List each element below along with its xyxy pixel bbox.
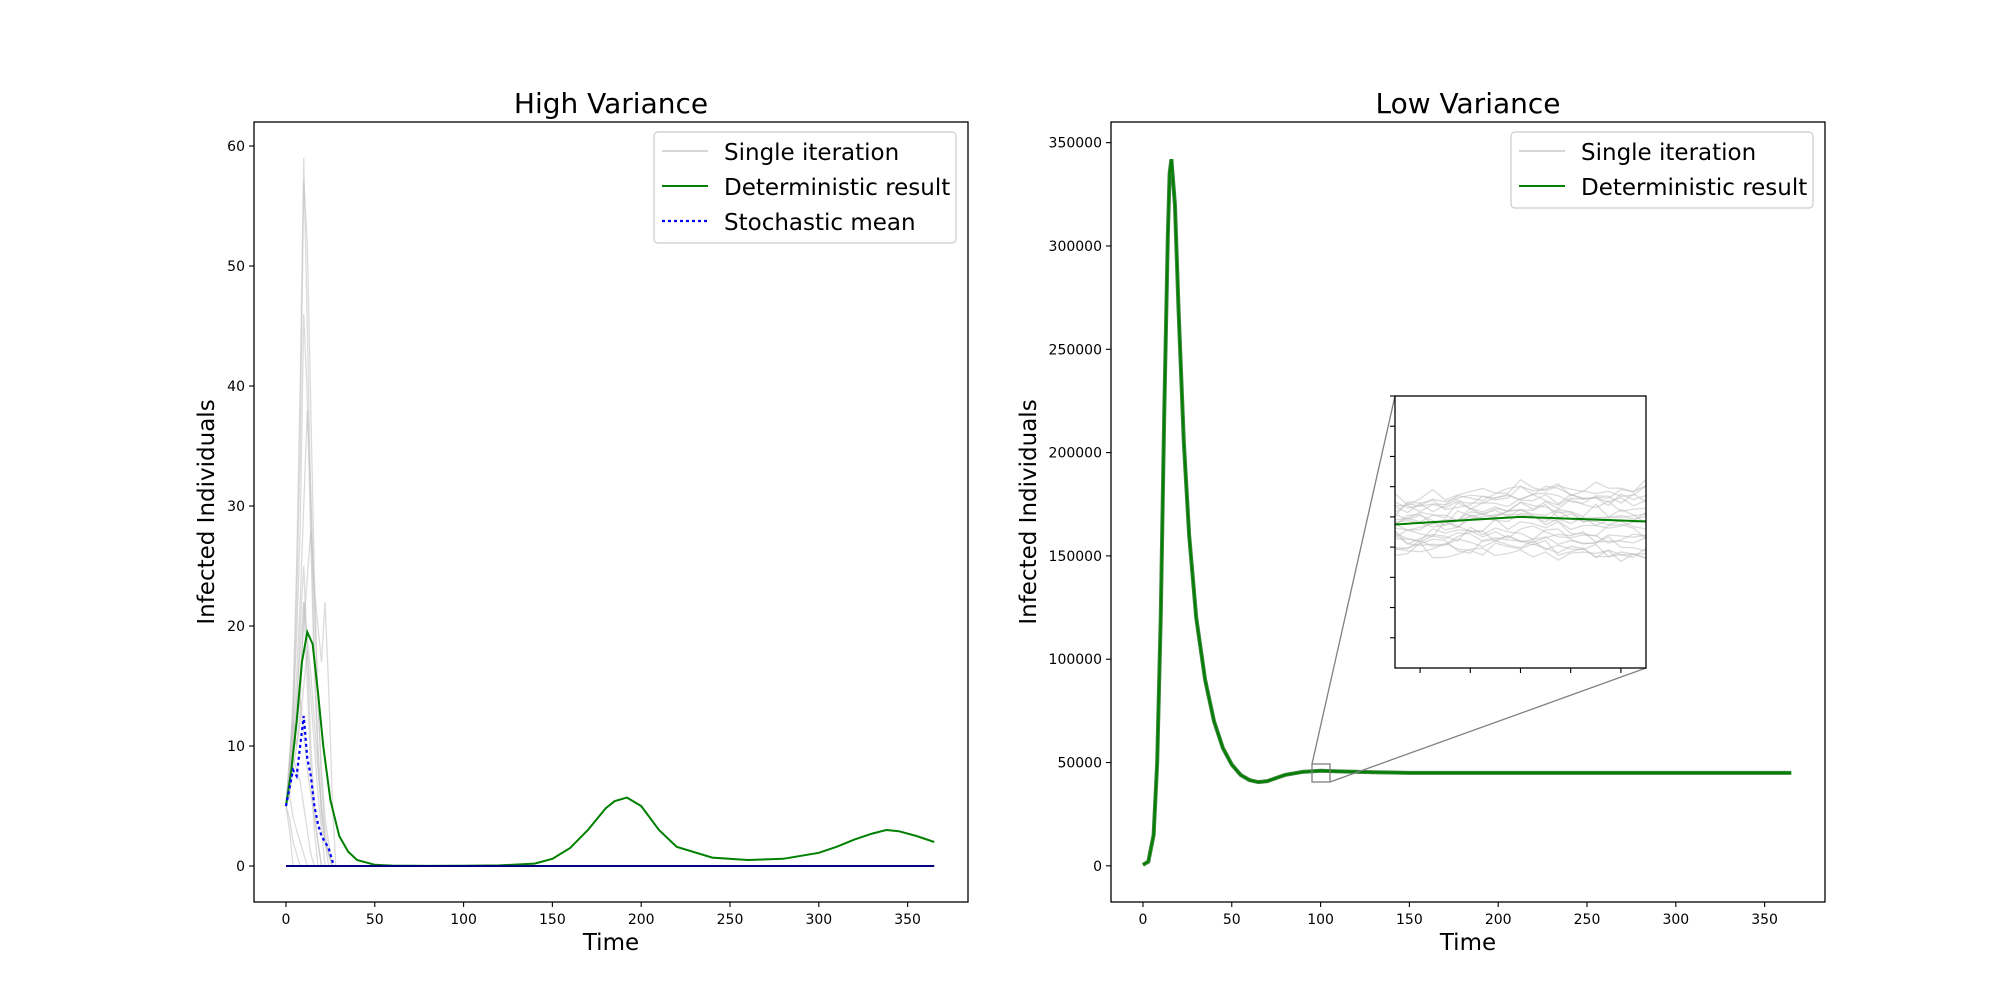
y-tick-label: 200000 [1049, 446, 1102, 462]
chart-title: High Variance [514, 87, 708, 120]
x-tick-label: 200 [628, 912, 655, 928]
x-tick-label: 150 [1396, 912, 1423, 928]
series-lines [1141, 158, 1792, 867]
y-axis-ticks: 0 10 20 30 40 50 60 [227, 139, 254, 875]
inset-single-iteration-line [1395, 493, 1646, 514]
series-lines [284, 628, 935, 867]
y-tick-label: 10 [227, 739, 245, 755]
single-iteration-line [285, 805, 294, 867]
inset-zoom [1390, 395, 1647, 673]
x-tick-label: 250 [717, 912, 744, 928]
x-tick-label: 250 [1574, 912, 1601, 928]
y-axis-ticks: 0 50000 100000 150000 200000 250000 300000 3500… [1049, 136, 1111, 875]
plot-area [253, 121, 969, 903]
y-tick-label: 50 [227, 259, 245, 275]
x-tick-label: 50 [366, 912, 384, 928]
panel-high-variance: High Variance 0 50 100 150 200 250 300 350 0 10 2… [194, 87, 969, 956]
x-axis-ticks: 0 50 100 150 200 250 300 350 [282, 902, 921, 928]
zoom-indicator [1311, 395, 1647, 783]
x-tick-label: 350 [894, 912, 921, 928]
deterministic-result-line [1142, 159, 1792, 866]
panel-low-variance: Low Variance 0 50 100 150 200 250 300 350 0 5000… [1016, 87, 1826, 956]
x-tick-label: 50 [1223, 912, 1241, 928]
y-tick-label: 350000 [1049, 136, 1102, 152]
x-axis-ticks: 0 50 100 150 200 250 300 350 [1139, 902, 1778, 928]
y-tick-label: 150000 [1049, 549, 1102, 565]
x-axis-label: Time [582, 930, 639, 956]
x-tick-label: 200 [1485, 912, 1512, 928]
legend-box [653, 131, 957, 244]
legend-label-stochastic-mean: Stochastic mean [724, 210, 916, 236]
legend-label-single-iteration: Single iteration [724, 140, 899, 166]
x-tick-label: 0 [1139, 912, 1148, 928]
inset-single-iteration-line [1395, 542, 1646, 558]
x-tick-label: 150 [539, 912, 566, 928]
legend-label-single-iteration: Single iteration [1581, 140, 1756, 166]
x-tick-label: 100 [450, 912, 477, 928]
y-axis-label: Infected Individuals [194, 399, 220, 624]
inset-lines [1394, 478, 1647, 563]
inset-background [1395, 396, 1646, 668]
x-tick-label: 0 [282, 912, 291, 928]
y-tick-label: 60 [227, 139, 245, 155]
x-axis-label: Time [1439, 930, 1496, 956]
y-tick-label: 100000 [1049, 652, 1102, 668]
legend: Single iteration Deterministic result [1510, 131, 1814, 209]
chart-title: Low Variance [1376, 87, 1561, 120]
x-tick-label: 300 [805, 912, 832, 928]
inset-deterministic-result-line [1394, 515, 1647, 526]
zoom-region-box [1311, 763, 1331, 783]
y-axis-label: Infected Individuals [1016, 399, 1042, 624]
inset-single-iteration-line [1395, 478, 1646, 506]
legend-label-deterministic-result: Deterministic result [1581, 175, 1807, 201]
x-tick-label: 100 [1307, 912, 1334, 928]
plot-area [1110, 121, 1826, 903]
zoom-connector-line [1329, 667, 1647, 783]
inset-single-iteration-line [1395, 518, 1646, 540]
y-tick-label: 250000 [1049, 342, 1102, 358]
legend: Single iteration Deterministic result St… [653, 131, 957, 244]
inset-single-iteration-line [1395, 526, 1646, 545]
inset-single-iteration-line [1395, 525, 1646, 544]
deterministic-result-line [284, 628, 935, 867]
inset-single-iteration-line [1395, 542, 1646, 563]
inset-single-iteration-line [1395, 530, 1646, 552]
y-tick-label: 0 [1093, 859, 1102, 875]
legend-box [1510, 131, 1814, 209]
stochastic-mean-line [284, 715, 335, 867]
inset-ticks [1390, 395, 1622, 673]
inset-single-iteration-line [1395, 513, 1646, 531]
y-tick-label: 20 [227, 619, 245, 635]
inset-single-iteration-line [1395, 538, 1646, 559]
x-tick-label: 300 [1662, 912, 1689, 928]
y-tick-label: 0 [236, 859, 245, 875]
zoom-connector-line [1311, 395, 1396, 765]
y-tick-label: 300000 [1049, 239, 1102, 255]
inset-single-iteration-line [1395, 493, 1646, 517]
x-tick-label: 350 [1751, 912, 1778, 928]
single-iteration-line [285, 805, 301, 867]
single-iteration-line [285, 793, 308, 867]
y-tick-label: 40 [227, 379, 245, 395]
legend-label-deterministic-result: Deterministic result [724, 175, 950, 201]
inset-single-iteration-line [1395, 485, 1646, 513]
y-tick-label: 30 [227, 499, 245, 515]
y-tick-label: 50000 [1057, 756, 1102, 772]
